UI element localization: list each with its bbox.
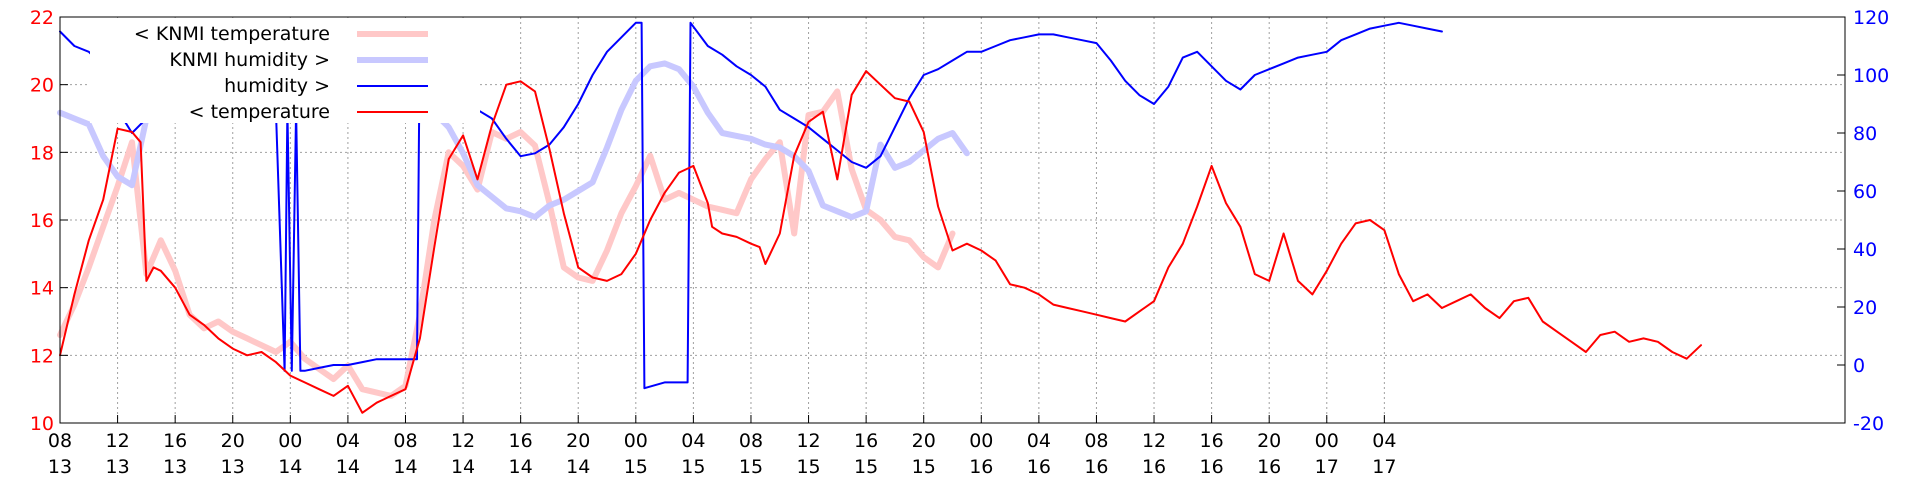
legend-label: < KNMI temperature bbox=[134, 23, 330, 45]
tick-label-x-hour: 12 bbox=[1142, 430, 1166, 452]
tick-label-x-day: 14 bbox=[278, 456, 302, 478]
tick-label-x-day: 15 bbox=[739, 456, 763, 478]
tick-label-x-hour: 04 bbox=[681, 430, 705, 452]
tick-label-x-day: 17 bbox=[1372, 456, 1396, 478]
ticks-layer: 10 12 14 16 18 20 22 -20 0 20 40 60 80 100 120 08 13 12 13… bbox=[30, 7, 1889, 478]
tick-label-x-hour: 12 bbox=[796, 430, 820, 452]
tick-label-x-day: 16 bbox=[1257, 456, 1281, 478]
tick-label-x-hour: 08 bbox=[48, 430, 72, 452]
tick-label-x-day: 16 bbox=[969, 456, 993, 478]
tick-label-x-hour: 08 bbox=[739, 430, 763, 452]
tick-label-x-day: 13 bbox=[48, 456, 72, 478]
series-line-humidity bbox=[59, 21, 1443, 390]
tick-label-x-hour: 20 bbox=[1257, 430, 1281, 452]
tick-label-x-hour: 12 bbox=[451, 430, 475, 452]
tick-label-right: 80 bbox=[1853, 123, 1877, 145]
tick-label-x-day: 15 bbox=[624, 456, 648, 478]
tick-label-x-hour: 20 bbox=[221, 430, 245, 452]
legend: < KNMI temperature KNMI humidity > humidit… bbox=[90, 18, 480, 123]
tick-label-x-hour: 04 bbox=[1372, 430, 1396, 452]
tick-label-left: 14 bbox=[30, 278, 54, 300]
tick-label-right: -20 bbox=[1853, 413, 1884, 435]
tick-label-x-day: 13 bbox=[105, 456, 129, 478]
tick-label-x-day: 15 bbox=[796, 456, 820, 478]
tick-label-x-day: 13 bbox=[221, 456, 245, 478]
legend-label: < temperature bbox=[189, 101, 330, 123]
tick-label-x-day: 13 bbox=[163, 456, 187, 478]
tick-label-x-hour: 00 bbox=[278, 430, 302, 452]
tick-label-x-hour: 04 bbox=[336, 430, 360, 452]
tick-label-x-hour: 04 bbox=[1027, 430, 1051, 452]
tick-label-x-hour: 00 bbox=[1315, 430, 1339, 452]
tick-label-x-hour: 00 bbox=[969, 430, 993, 452]
tick-label-x-day: 15 bbox=[854, 456, 878, 478]
tick-label-x-day: 16 bbox=[1200, 456, 1224, 478]
tick-label-left: 12 bbox=[30, 345, 54, 367]
tick-label-x-day: 14 bbox=[336, 456, 360, 478]
tick-label-x-day: 15 bbox=[681, 456, 705, 478]
tick-label-x-hour: 00 bbox=[624, 430, 648, 452]
tick-label-x-hour: 08 bbox=[1084, 430, 1108, 452]
tick-label-x-hour: 12 bbox=[105, 430, 129, 452]
legend-label: humidity > bbox=[224, 75, 330, 97]
tick-label-x-hour: 16 bbox=[509, 430, 533, 452]
tick-label-left: 18 bbox=[30, 142, 54, 164]
tick-label-x-day: 14 bbox=[393, 456, 417, 478]
tick-label-right: 100 bbox=[1853, 65, 1889, 87]
tick-label-x-day: 16 bbox=[1027, 456, 1051, 478]
tick-label-x-day: 14 bbox=[566, 456, 590, 478]
tick-label-x-day: 17 bbox=[1315, 456, 1339, 478]
tick-label-left: 16 bbox=[30, 210, 54, 232]
tick-label-x-hour: 16 bbox=[854, 430, 878, 452]
tick-label-right: 0 bbox=[1853, 355, 1865, 377]
tick-label-x-hour: 20 bbox=[566, 430, 590, 452]
series-line-temperature bbox=[59, 70, 1702, 414]
tick-label-x-hour: 16 bbox=[163, 430, 187, 452]
tick-label-x-day: 16 bbox=[1084, 456, 1108, 478]
tick-label-x-hour: 20 bbox=[912, 430, 936, 452]
tick-label-x-day: 16 bbox=[1142, 456, 1166, 478]
legend-label: KNMI humidity > bbox=[169, 49, 330, 71]
tick-label-x-day: 15 bbox=[912, 456, 936, 478]
tick-label-right: 20 bbox=[1853, 297, 1877, 319]
tick-label-right: 120 bbox=[1853, 7, 1889, 29]
tick-label-x-hour: 16 bbox=[1200, 430, 1224, 452]
tick-label-left: 10 bbox=[30, 413, 54, 435]
tick-label-left: 20 bbox=[30, 75, 54, 97]
tick-label-x-day: 14 bbox=[509, 456, 533, 478]
tick-label-x-day: 14 bbox=[451, 456, 475, 478]
tick-label-left: 22 bbox=[30, 7, 54, 29]
tick-label-x-hour: 08 bbox=[393, 430, 417, 452]
tick-label-right: 40 bbox=[1853, 239, 1877, 261]
tick-label-right: 60 bbox=[1853, 181, 1877, 203]
